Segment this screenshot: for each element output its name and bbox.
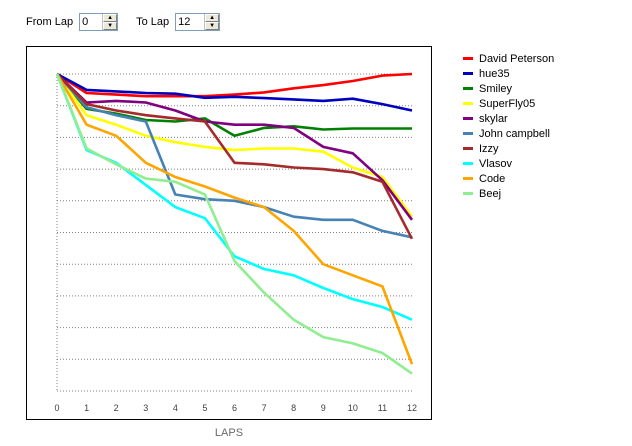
x-tick-label: 6: [232, 403, 237, 413]
legend-label: Beej: [479, 187, 502, 200]
legend-item: SuperFly05: [463, 96, 554, 111]
series-line-code: [55, 73, 414, 365]
legend-item: Smiley: [463, 81, 554, 96]
legend-swatch: [463, 102, 473, 105]
legend-item: Beej: [463, 186, 554, 201]
from-lap-spin-buttons: ▲ ▼: [102, 14, 118, 30]
to-lap-up-arrow-icon[interactable]: ▲: [205, 14, 220, 22]
x-tick-label: 12: [407, 403, 417, 413]
legend-label: Vlasov: [479, 157, 513, 170]
legend-swatch: [463, 147, 473, 150]
series-line-superfly05: [55, 73, 414, 218]
series-line-beej: [55, 73, 413, 375]
legend-swatch: [463, 177, 473, 180]
x-tick-label: 5: [202, 403, 207, 413]
legend-item: hue35: [463, 66, 554, 81]
to-lap-input[interactable]: [176, 14, 205, 30]
legend-item: John campbell: [463, 126, 554, 141]
chart-legend: David Peterson hue35 Smiley SuperFly05 skyla…: [463, 51, 554, 201]
legend-swatch: [463, 57, 473, 60]
legend-label: Izzy: [479, 142, 499, 155]
x-tick-label: 1: [84, 403, 89, 413]
legend-item: Vlasov: [463, 156, 554, 171]
from-lap-label: From Lap: [26, 16, 74, 28]
x-tick-label: 0: [54, 403, 59, 413]
x-tick-label: 7: [262, 403, 267, 413]
lap-range-controls: From Lap ▲ ▼ To Lap ▲ ▼: [26, 12, 221, 32]
series-line-vlasov: [55, 73, 413, 321]
to-lap-label: To Lap: [136, 16, 170, 28]
series-line-skylar: [56, 73, 414, 221]
legend-swatch: [463, 72, 473, 75]
series-line-john-campbell: [56, 73, 413, 239]
legend-swatch: [463, 162, 473, 165]
from-lap-stepper[interactable]: ▲ ▼: [79, 13, 119, 31]
x-tick-label: 9: [321, 403, 326, 413]
legend-swatch: [463, 87, 473, 90]
series-line-izzy: [56, 73, 414, 240]
from-lap-input[interactable]: [80, 14, 103, 30]
chart-frame: 0 1 2 3 4 5 6 7 8 9 10 11 12: [26, 46, 432, 420]
series-line-david-peterson: [56, 72, 413, 98]
lap-position-chart: 0 1 2 3 4 5 6 7 8 9 10 11 12: [54, 72, 417, 413]
x-axis-title: LAPS: [214, 427, 244, 439]
legend-label: Code: [479, 172, 506, 185]
legend-label: skylar: [479, 112, 508, 125]
x-tick-label: 11: [378, 403, 387, 413]
from-lap-up-arrow-icon[interactable]: ▲: [103, 14, 118, 22]
from-lap-down-arrow-icon[interactable]: ▼: [103, 22, 118, 30]
legend-label: John campbell: [479, 127, 550, 140]
legend-item: skylar: [463, 111, 554, 126]
legend-item: Izzy: [463, 141, 554, 156]
series-line-hue35: [56, 72, 413, 112]
legend-label: hue35: [479, 67, 510, 80]
series-line-smiley: [56, 73, 412, 138]
x-tick-label: 3: [143, 403, 148, 413]
legend-item: David Peterson: [463, 51, 554, 66]
to-lap-stepper[interactable]: ▲ ▼: [175, 13, 221, 31]
legend-swatch: [463, 132, 473, 135]
legend-item: Code: [463, 171, 554, 186]
x-tick-label: 10: [348, 403, 358, 413]
to-lap-down-arrow-icon[interactable]: ▼: [205, 22, 220, 30]
to-lap-spin-buttons: ▲ ▼: [204, 14, 220, 30]
x-tick-label: 4: [173, 403, 178, 413]
x-tick-label: 2: [114, 403, 119, 413]
x-tick-label: 8: [291, 403, 296, 413]
legend-swatch: [463, 192, 473, 195]
legend-label: David Peterson: [479, 52, 555, 65]
legend-label: SuperFly05: [479, 97, 536, 110]
legend-swatch: [463, 117, 473, 120]
legend-label: Smiley: [479, 82, 513, 95]
